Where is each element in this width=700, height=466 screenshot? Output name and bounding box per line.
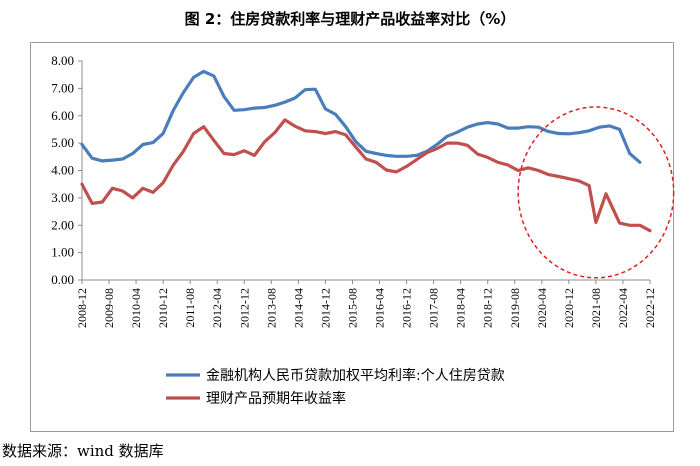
y-tick-label: 4.00 [51, 163, 74, 178]
y-tick-label: 6.00 [51, 108, 74, 123]
chart-frame [30, 42, 674, 432]
y-tick-label: 1.00 [51, 245, 74, 260]
x-tick-label: 2021-08 [589, 288, 603, 328]
legend-label-1: 金融机构人民币贷款加权平均利率:个人住房贷款 [206, 367, 505, 384]
x-tick-label: 2022-12 [643, 288, 657, 328]
x-tick-label: 2020-12 [562, 288, 576, 328]
y-tick-label: 7.00 [51, 80, 74, 95]
x-tick-label: 2012-04 [210, 288, 224, 328]
chart-title: 图 2：住房贷款利率与理财产品收益率对比（%） [184, 10, 516, 28]
x-tick-label: 2019-08 [508, 288, 522, 328]
x-tick-label: 2014-04 [291, 288, 305, 328]
x-tick-label: 2014-12 [318, 288, 332, 328]
x-tick-label: 2022-04 [616, 288, 630, 328]
y-tick-label: 3.00 [51, 190, 74, 205]
annotation-ellipse [517, 106, 675, 279]
y-tick-label: 5.00 [51, 135, 74, 150]
y-tick-label: 0.00 [51, 272, 74, 287]
x-tick-label: 2012-12 [237, 288, 251, 328]
y-tick-label: 8.00 [51, 53, 74, 68]
x-tick-label: 2018-04 [454, 288, 468, 328]
x-tick-label: 2016-04 [373, 288, 387, 328]
series-line-2 [80, 118, 652, 233]
y-tick-label: 2.00 [51, 217, 74, 232]
source-note: 数据来源：wind 数据库 [2, 442, 164, 460]
x-tick-label: 2016-12 [400, 288, 414, 328]
x-tick-label: 2013-08 [264, 288, 278, 328]
series-line-1 [80, 69, 642, 164]
x-tick-label: 2011-08 [183, 288, 197, 328]
x-tick-label: 2017-08 [427, 288, 441, 328]
legend-label-2: 理财产品预期年收益率 [206, 390, 346, 407]
x-tick-label: 2010-04 [129, 288, 143, 328]
x-tick-label: 2009-08 [102, 288, 116, 328]
x-tick-label: 2015-08 [345, 288, 359, 328]
x-tick-label: 2020-04 [535, 288, 549, 328]
x-tick-label: 2010-12 [156, 288, 170, 328]
x-tick-label: 2008-12 [75, 288, 89, 328]
x-tick-label: 2018-12 [481, 288, 495, 328]
